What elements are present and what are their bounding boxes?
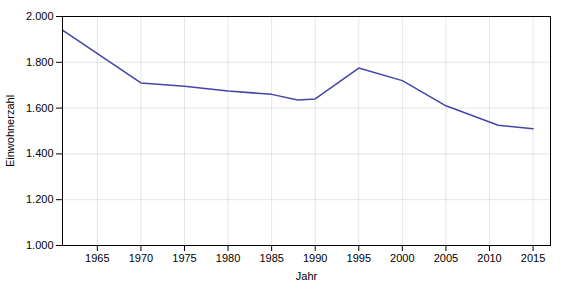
svg-text:2015: 2015 bbox=[521, 252, 545, 264]
svg-text:1.200: 1.200 bbox=[26, 193, 54, 205]
svg-text:1985: 1985 bbox=[259, 252, 283, 264]
svg-text:Jahr: Jahr bbox=[296, 270, 318, 282]
svg-text:2000: 2000 bbox=[390, 252, 414, 264]
svg-text:1990: 1990 bbox=[303, 252, 327, 264]
svg-text:1965: 1965 bbox=[85, 252, 109, 264]
svg-text:Einwohnerzahl: Einwohnerzahl bbox=[4, 95, 16, 167]
svg-text:1.600: 1.600 bbox=[26, 102, 54, 114]
svg-text:2010: 2010 bbox=[477, 252, 501, 264]
svg-text:1.400: 1.400 bbox=[26, 147, 54, 159]
svg-text:1970: 1970 bbox=[129, 252, 153, 264]
svg-text:1.800: 1.800 bbox=[26, 56, 54, 68]
svg-text:1.000: 1.000 bbox=[26, 239, 54, 251]
svg-text:1975: 1975 bbox=[172, 252, 196, 264]
svg-text:1980: 1980 bbox=[216, 252, 240, 264]
svg-text:1995: 1995 bbox=[347, 252, 371, 264]
svg-text:2005: 2005 bbox=[434, 252, 458, 264]
svg-text:2.000: 2.000 bbox=[26, 10, 54, 22]
